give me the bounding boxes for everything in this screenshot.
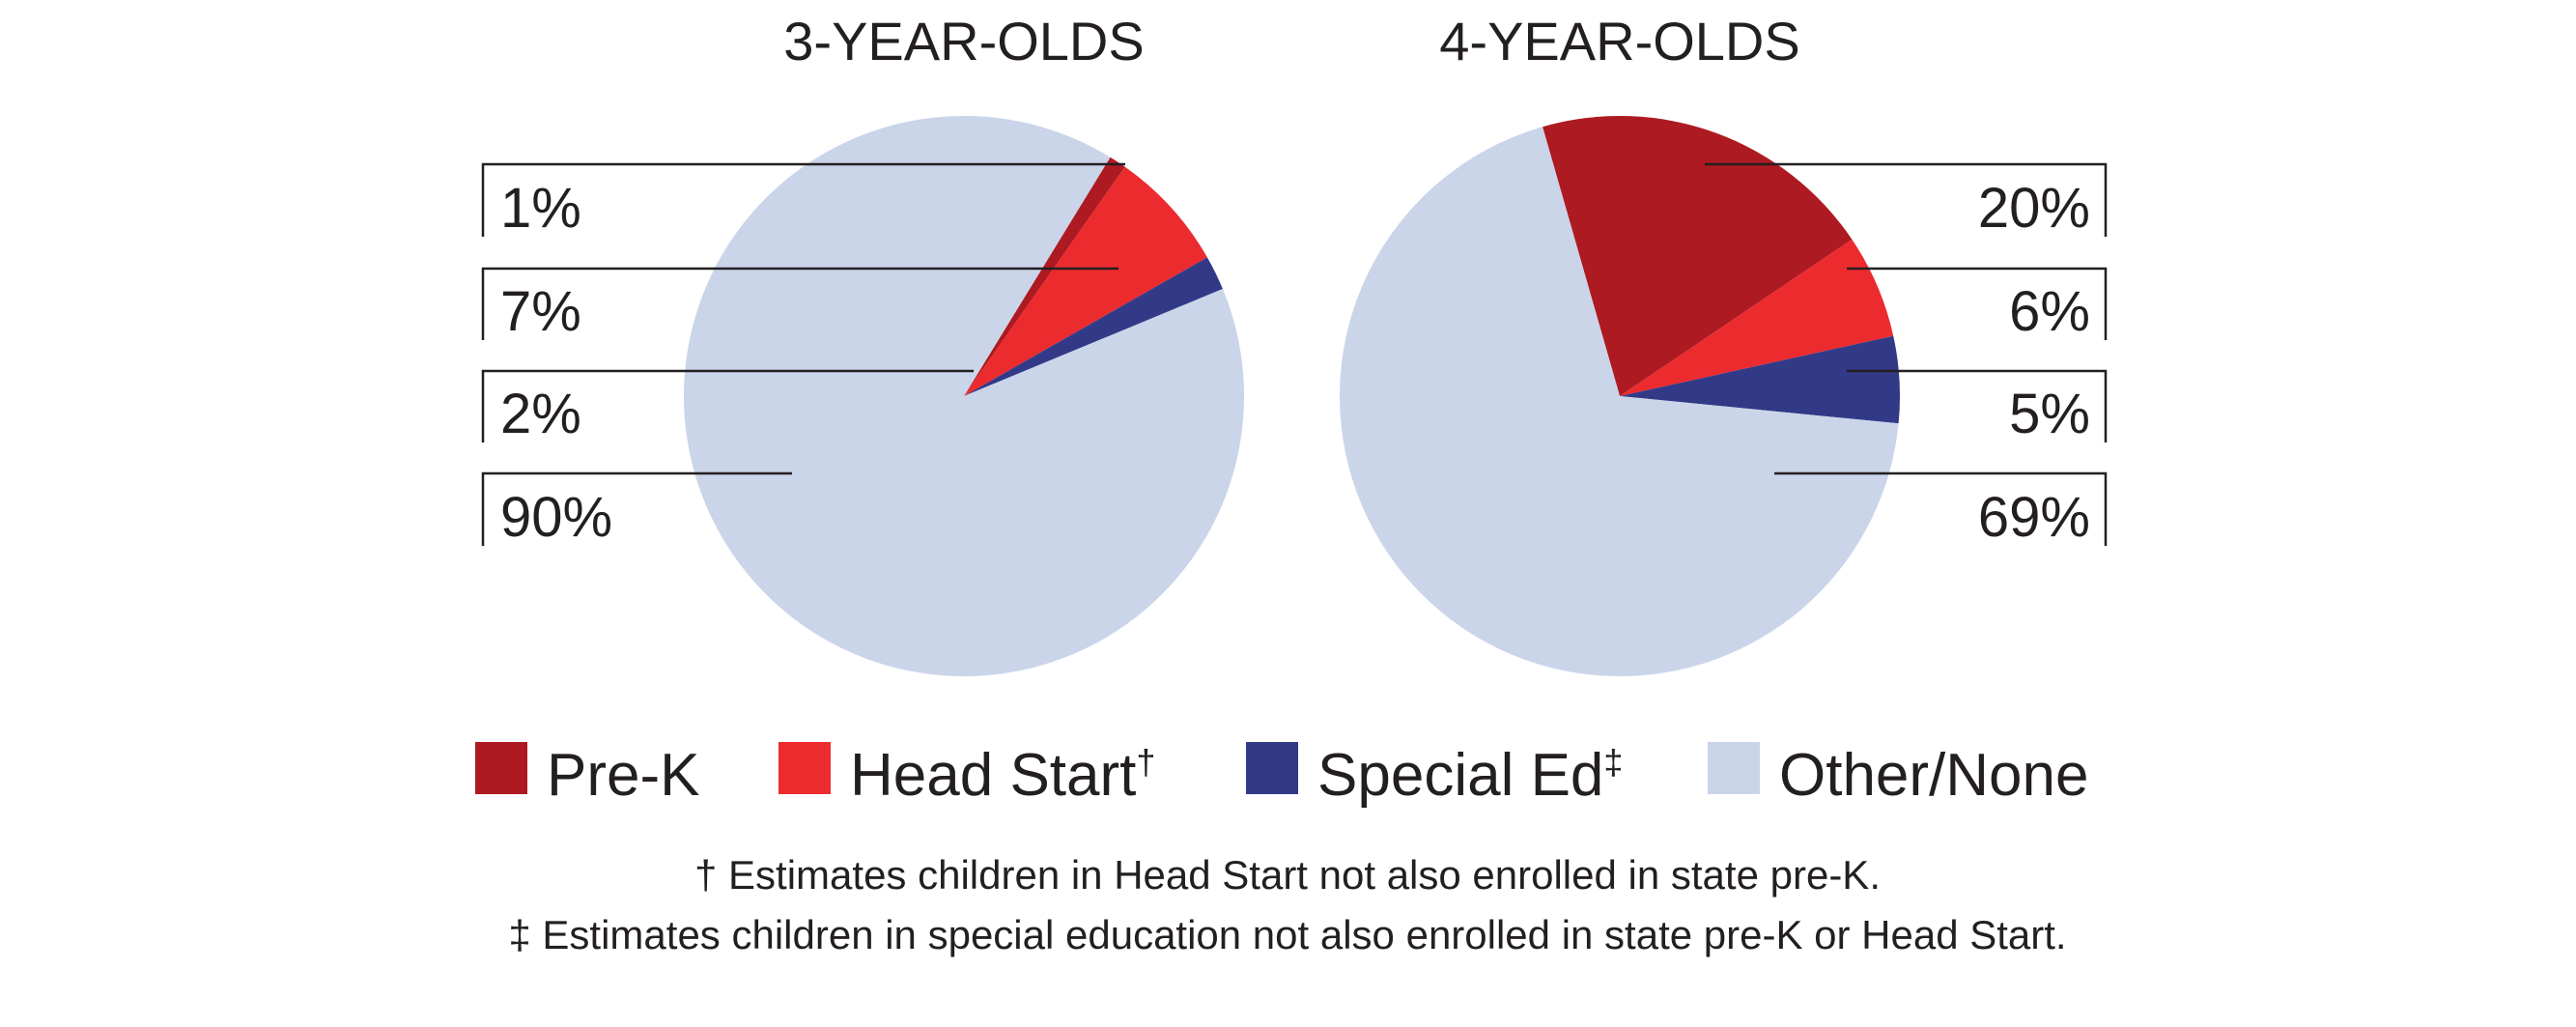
- pie-slice-special-ed: [1620, 335, 1901, 424]
- leader-line-pre-k: [1705, 162, 2108, 237]
- legend-label-special-ed: Special Ed‡: [1317, 742, 1623, 809]
- leader-line-head-start: [481, 267, 1118, 340]
- legend-label-text: Other/None: [1779, 742, 2089, 809]
- footnote-head-start: † Estimates children in Head Start not a…: [694, 852, 1881, 898]
- pct-label-special-ed: 2%: [500, 383, 581, 445]
- pie-slice-pre-k: [964, 157, 1125, 396]
- legend-label-text: Special Ed: [1317, 742, 1603, 809]
- legend-item-special-ed: Special Ed‡: [1246, 742, 1623, 809]
- legend-label-text: Pre-K: [547, 742, 699, 809]
- legend-swatch-other-none: [1708, 742, 1760, 794]
- pie-slice-other-none: [1340, 127, 1899, 676]
- legend-item-other-none: Other/None: [1708, 742, 2089, 809]
- legend-label-pre-k: Pre-K: [547, 742, 699, 809]
- pie-slice-head-start: [1620, 239, 1894, 396]
- legend-swatch-pre-k: [475, 742, 527, 794]
- leader-line-head-start: [1847, 267, 2108, 340]
- pie-slice-special-ed: [964, 257, 1223, 396]
- leader-line-special-ed: [481, 369, 974, 442]
- legend-label-other-none: Other/None: [1779, 742, 2089, 809]
- pct-label-head-start: 7%: [500, 280, 581, 343]
- legend-label-text: Head Start: [850, 742, 1136, 809]
- footnote-special-ed: ‡ Estimates children in special educatio…: [508, 912, 2066, 957]
- leader-line-other-none: [1774, 471, 2108, 546]
- pie-chart-4-year-olds: [1340, 115, 1901, 676]
- pct-label-pre-k: 1%: [500, 177, 581, 240]
- legend-swatch-special-ed: [1246, 742, 1298, 794]
- leader-line-special-ed: [1847, 369, 2108, 442]
- legend-swatch-head-start: [778, 742, 831, 794]
- pct-label-pre-k: 20%: [1978, 177, 2090, 240]
- pie-slice-other-none: [684, 116, 1245, 677]
- legend-item-pre-k: Pre-K: [475, 742, 699, 809]
- legend-label-head-start: Head Start†: [850, 742, 1155, 809]
- chart-title-3-year-olds: 3-YEAR-OLDS: [783, 11, 1144, 71]
- pie-chart-3-year-olds: [684, 116, 1245, 677]
- legend: Pre-K Head Start† Special Ed‡ Other/None: [475, 742, 2089, 809]
- pie-labels-3-year-olds: 1% 7% 2% 90%: [481, 162, 1125, 549]
- pie-slice-pre-k: [1543, 115, 1853, 396]
- pct-label-head-start: 6%: [2009, 280, 2090, 343]
- chart-title-4-year-olds: 4-YEAR-OLDS: [1439, 11, 1799, 71]
- leader-line-other-none: [481, 471, 792, 546]
- legend-footnote-mark: ‡: [1603, 742, 1623, 782]
- leader-line-pre-k: [481, 162, 1125, 237]
- pct-label-other-none: 90%: [500, 486, 612, 549]
- pct-label-other-none: 69%: [1978, 486, 2090, 549]
- pie-slice-head-start: [964, 166, 1207, 396]
- legend-footnote-mark: †: [1136, 742, 1155, 782]
- legend-item-head-start: Head Start†: [778, 742, 1155, 809]
- pct-label-special-ed: 5%: [2009, 383, 2090, 445]
- pie-labels-4-year-olds: 20% 6% 5% 69%: [1705, 162, 2108, 549]
